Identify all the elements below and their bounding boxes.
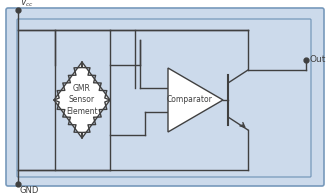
Text: GND: GND xyxy=(20,186,39,194)
Text: Comparator: Comparator xyxy=(167,95,213,105)
FancyBboxPatch shape xyxy=(17,19,311,177)
Polygon shape xyxy=(168,68,223,132)
Polygon shape xyxy=(54,62,110,138)
FancyBboxPatch shape xyxy=(6,8,324,186)
Text: GMR
Sensor
Element: GMR Sensor Element xyxy=(66,84,98,116)
Text: $V_{cc}$: $V_{cc}$ xyxy=(20,0,34,9)
Text: Out: Out xyxy=(309,55,325,64)
